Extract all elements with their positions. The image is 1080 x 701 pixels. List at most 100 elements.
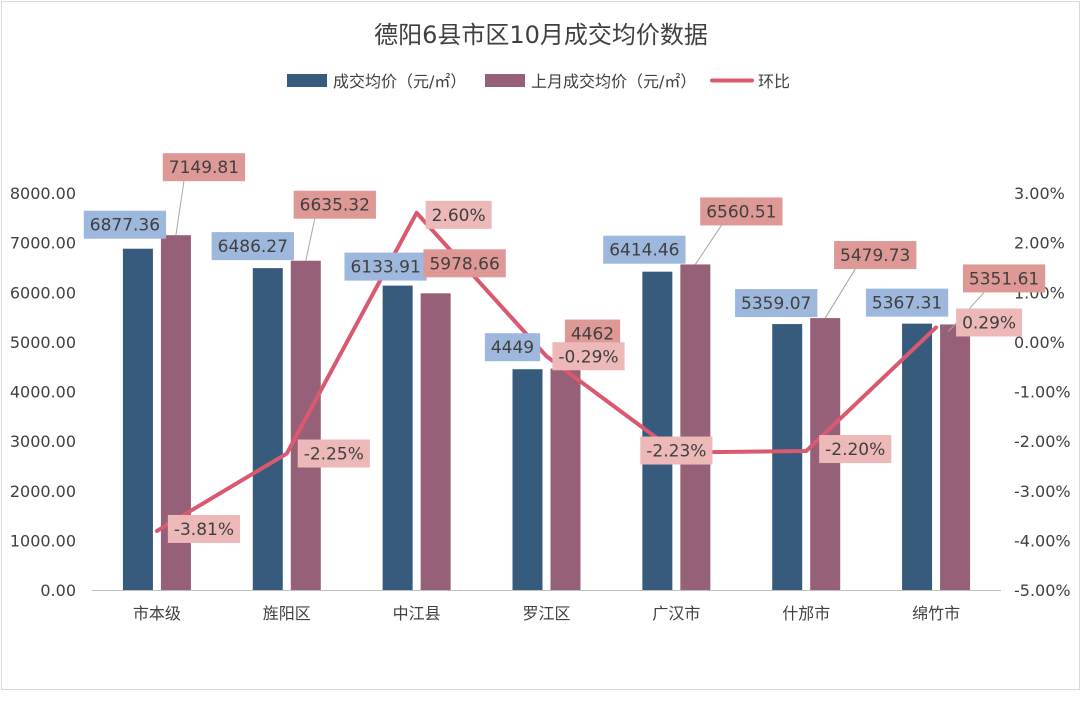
legend-swatch xyxy=(287,74,327,87)
y-left-tick-label: 5000.00 xyxy=(10,333,76,352)
label-box xyxy=(425,200,492,229)
label-box xyxy=(819,435,892,464)
label-box xyxy=(83,210,167,239)
label-last-month: 6560.51 xyxy=(694,197,783,265)
legend-label: 上月成交均价（元/㎡） xyxy=(531,72,696,91)
ratio-point xyxy=(934,325,938,329)
label-last-month: 5479.73 xyxy=(824,241,917,319)
label-current: 6877.36 xyxy=(83,210,167,239)
x-tick-label: 罗江区 xyxy=(522,604,570,623)
axes: 0.00 1000.00 2000.00 3000.00 4000.00 5000.00 6… xyxy=(10,184,1071,623)
y-right-tick-label: -4.00% xyxy=(1014,531,1071,550)
label-text: 0.29% xyxy=(962,313,1016,333)
label-leader-line xyxy=(175,181,185,236)
label-ratio: -2.25% xyxy=(297,439,370,468)
bar-last-month xyxy=(290,260,321,590)
label-box xyxy=(962,264,1046,293)
label-box xyxy=(700,197,783,226)
label-ratio: -0.29% xyxy=(552,342,625,371)
label-ratio: -2.20% xyxy=(819,435,892,464)
label-box xyxy=(640,436,713,465)
y-right-tick-label: 3.00% xyxy=(1014,184,1065,203)
data-labels: 6877.36 7149.81 -3.81% 6486.27 6635.32 -2.25%… xyxy=(83,153,1046,543)
label-box xyxy=(834,241,917,270)
x-tick-label: 市本级 xyxy=(133,604,181,623)
label-ratio: 2.60% xyxy=(425,200,492,229)
bar-current xyxy=(512,369,543,590)
label-current: 5359.07 xyxy=(735,289,818,318)
label-text: 7149.81 xyxy=(169,158,239,178)
bar-last-month xyxy=(550,368,581,590)
label-ratio: -2.23% xyxy=(640,436,713,465)
label-text: 6560.51 xyxy=(706,202,776,222)
label-text: 5479.73 xyxy=(840,246,910,266)
label-ratio: 0.29% xyxy=(947,308,1023,337)
bar-current xyxy=(902,323,933,590)
label-box xyxy=(956,308,1023,337)
y-left-tick-label: 2000.00 xyxy=(10,482,76,501)
label-text: -2.25% xyxy=(304,445,364,465)
label-text: 5351.61 xyxy=(969,269,1039,289)
label-text: 5359.07 xyxy=(741,294,811,314)
bar-current xyxy=(122,248,153,591)
y-right-tick-label: 0.00% xyxy=(1014,333,1065,352)
label-text: 5367.31 xyxy=(872,294,942,314)
y-left-tick-label: 4000.00 xyxy=(10,383,76,402)
label-box xyxy=(552,342,625,371)
y-right-tick-label: -3.00% xyxy=(1014,482,1071,501)
label-leader-line xyxy=(305,218,316,261)
label-text: 6486.27 xyxy=(218,237,288,257)
bar-current xyxy=(252,268,283,590)
chart-svg: 德阳6县市区10月成交均价数据 成交均价（元/㎡） 上月成交均价（元/㎡） 环比 0… xyxy=(10,21,1071,623)
label-box xyxy=(297,439,370,468)
label-last-month: 7149.81 xyxy=(162,153,246,236)
label-text: -0.29% xyxy=(558,347,618,367)
label-box xyxy=(293,190,376,219)
label-text: 6635.32 xyxy=(300,196,370,216)
y-left-tick-label: 8000.00 xyxy=(10,184,76,203)
label-current: 5367.31 xyxy=(865,288,949,317)
ratio-point xyxy=(285,452,289,456)
label-leader-line xyxy=(947,322,958,332)
chart-title: 德阳6县市区10月成交均价数据 xyxy=(374,21,708,49)
label-text: 5978.66 xyxy=(429,254,499,274)
label-box xyxy=(167,514,240,543)
y-left-tick-label: 0.00 xyxy=(40,581,76,600)
label-box xyxy=(211,232,294,261)
label-text: -2.23% xyxy=(646,442,706,462)
legend-label: 成交均价（元/㎡） xyxy=(333,72,466,91)
y-right-tick-label: -5.00% xyxy=(1014,581,1071,600)
legend-label: 环比 xyxy=(758,72,790,91)
label-current: 4449 xyxy=(484,333,541,362)
bar-current xyxy=(772,324,803,590)
bar-last-month xyxy=(940,324,971,590)
label-text: 6133.91 xyxy=(350,258,420,278)
label-text: 2.60% xyxy=(432,206,486,226)
x-tick-label: 中江县 xyxy=(393,604,441,623)
label-last-month: 6635.32 xyxy=(293,190,376,261)
y-right-tick-label: -2.00% xyxy=(1014,432,1071,451)
y-left-tick-label: 6000.00 xyxy=(10,283,76,302)
label-text: -2.20% xyxy=(825,440,885,460)
label-box xyxy=(484,333,541,362)
bar-last-month xyxy=(420,293,451,590)
x-tick-label: 旌阳区 xyxy=(263,604,311,623)
label-text: 6414.46 xyxy=(609,241,679,261)
label-ratio: -3.81% xyxy=(167,514,240,543)
label-text: 4462 xyxy=(571,325,614,345)
label-current: 6414.46 xyxy=(603,235,686,264)
bar-last-month xyxy=(680,264,711,590)
label-box xyxy=(603,235,686,264)
bars xyxy=(122,235,971,591)
legend-swatch xyxy=(485,74,525,87)
label-box xyxy=(344,252,427,281)
label-last-month: 5978.66 xyxy=(423,249,506,278)
label-box xyxy=(865,288,949,317)
bar-current xyxy=(382,285,413,590)
y-right-tick-label: -1.00% xyxy=(1014,383,1071,402)
label-text: 6877.36 xyxy=(90,216,160,236)
label-last-month: 5351.61 xyxy=(954,264,1046,325)
y-left-tick-label: 7000.00 xyxy=(10,234,76,253)
label-box xyxy=(162,153,246,182)
